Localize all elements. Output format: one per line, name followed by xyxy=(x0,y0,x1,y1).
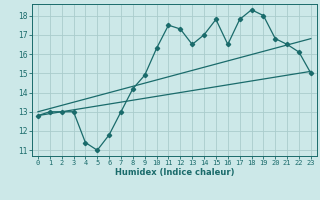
X-axis label: Humidex (Indice chaleur): Humidex (Indice chaleur) xyxy=(115,168,234,177)
